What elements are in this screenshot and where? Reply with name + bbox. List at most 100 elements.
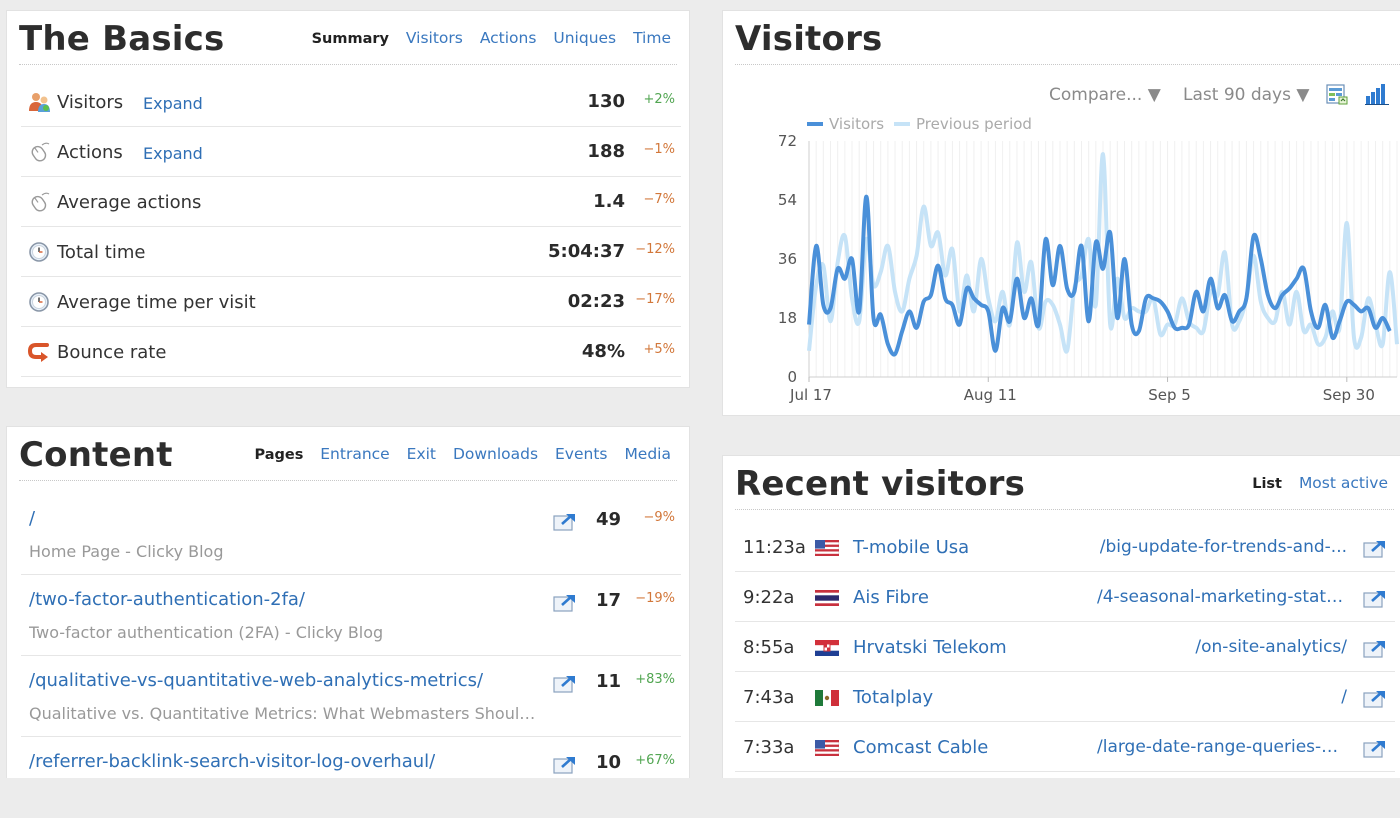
visit-time: 7:33a — [743, 737, 795, 758]
page-path-link[interactable]: / — [29, 508, 36, 529]
clock-icon — [29, 292, 49, 312]
visitor-row: 11:23a T-mobile Usa /big-update-for-tren… — [735, 522, 1395, 572]
page-views-count: 11 — [595, 671, 621, 692]
page-change: −9% — [643, 510, 675, 525]
date-range-dropdown[interactable]: Last 90 days ▼ — [1183, 85, 1310, 105]
visitor-row: 7:43a Totalplay / — [735, 672, 1395, 722]
landing-page-link[interactable]: /4-seasonal-marketing-stats... — [1097, 587, 1347, 607]
tab-events[interactable]: Events — [555, 445, 608, 463]
recent-visitors-panel: Recent visitors List Most active 11:23a … — [722, 455, 1400, 778]
visitors-line-chart: 0 18 36 54 72 Jul 17 Aug 11 Sep 5 Sep 30 Visitors… — [778, 115, 1399, 404]
basics-value: 02:23 — [567, 291, 625, 312]
clock-icon — [29, 242, 49, 262]
basics-label: Total time — [57, 242, 146, 263]
title-divider — [735, 64, 1400, 65]
isp-link[interactable]: Hrvatski Telekom — [853, 637, 1007, 658]
recent-tabs: List Most active — [1240, 474, 1388, 492]
page-path-link[interactable]: /qualitative-vs-quantitative-web-analyti… — [29, 670, 484, 691]
tab-visitors[interactable]: Visitors — [405, 29, 463, 47]
basics-change: −12% — [635, 242, 675, 257]
y-tick-label: 18 — [778, 309, 797, 327]
x-tick-label: Sep 30 — [1323, 386, 1375, 404]
basics-row-total-time: Total time 5:04:37 −12% — [21, 227, 681, 277]
y-tick-label: 54 — [778, 191, 797, 209]
isp-link[interactable]: T-mobile Usa — [853, 537, 970, 558]
external-link-icon[interactable] — [1363, 689, 1387, 709]
landing-page-link[interactable]: /large-date-range-queries-n... — [1097, 737, 1347, 757]
visitor-row: 7:33a Comcast Cable /large-date-range-qu… — [735, 722, 1395, 772]
external-link-icon[interactable] — [1363, 589, 1387, 609]
page-views-count: 49 — [595, 509, 621, 530]
export-icon[interactable] — [1325, 83, 1349, 105]
basics-value: 1.4 — [593, 191, 625, 212]
page-change: +67% — [635, 753, 675, 768]
tab-summary[interactable]: Summary — [311, 31, 389, 47]
page-title-text: Qualitative vs. Quantitative Metrics: Wh… — [29, 704, 539, 723]
tab-list[interactable]: List — [1252, 476, 1282, 492]
basics-label: Bounce rate — [57, 342, 167, 363]
tab-exit[interactable]: Exit — [406, 445, 437, 463]
content-row: /two-factor-authentication-2fa/ Two-fact… — [21, 575, 681, 656]
recent-visitors-title: Recent visitors — [735, 464, 1026, 504]
basics-value: 5:04:37 — [547, 241, 625, 262]
page-path-link[interactable]: /referrer-backlink-search-visitor-log-ov… — [29, 751, 436, 772]
us-flag-icon — [815, 740, 839, 756]
bar-chart-icon[interactable] — [1365, 83, 1389, 105]
basics-change: −7% — [643, 192, 675, 207]
title-divider — [19, 480, 677, 481]
tab-entrance[interactable]: Entrance — [320, 445, 390, 463]
landing-page-link[interactable]: /on-site-analytics/ — [1195, 637, 1347, 657]
expand-visitors-link[interactable]: Expand — [143, 94, 203, 113]
external-link-icon[interactable] — [553, 593, 577, 613]
tab-actions[interactable]: Actions — [479, 29, 537, 47]
external-link-icon[interactable] — [553, 755, 577, 775]
visitors-title: Visitors — [735, 19, 883, 59]
y-tick-label: 0 — [787, 368, 797, 386]
visit-time: 8:55a — [743, 637, 795, 658]
visitor-row: 8:55a Hrvatski Telekom /on-site-analytic… — [735, 622, 1395, 672]
external-link-icon[interactable] — [1363, 739, 1387, 759]
tab-uniques[interactable]: Uniques — [553, 29, 617, 47]
visitors-icon — [29, 93, 50, 112]
basics-label: Visitors — [57, 92, 124, 113]
external-link-icon[interactable] — [553, 512, 577, 532]
external-link-icon[interactable] — [1363, 639, 1387, 659]
page-views-count: 17 — [595, 590, 621, 611]
compare-dropdown[interactable]: Compare... ▼ — [1049, 85, 1161, 105]
visitor-row: 9:22a Ais Fibre /4-seasonal-marketing-st… — [735, 572, 1395, 622]
basics-row-visitors: Visitors Expand 130 +2% — [21, 77, 681, 127]
page-change: +83% — [635, 672, 675, 687]
y-tick-label: 72 — [778, 132, 797, 150]
basics-tabs: Summary Visitors Actions Uniques Time — [300, 29, 671, 47]
external-link-icon[interactable] — [1363, 539, 1387, 559]
landing-page-link[interactable]: / — [1341, 687, 1347, 707]
tab-most-active[interactable]: Most active — [1298, 474, 1388, 492]
tab-time[interactable]: Time — [633, 29, 671, 47]
page-title-text: Home Page - Clicky Blog — [29, 542, 224, 561]
mouse-icon — [31, 142, 50, 162]
series-line-previous-period — [807, 152, 1399, 354]
basics-row-average-actions: Average actions 1.4 −7% — [21, 177, 681, 227]
landing-page-link[interactable]: /big-update-for-trends-and-... — [1099, 537, 1347, 557]
x-tick-label: Jul 17 — [789, 386, 832, 404]
legend-label-visitors: Visitors — [829, 115, 884, 133]
content-row: / Home Page - Clicky Blog 49 −9% — [21, 494, 681, 575]
external-link-icon[interactable] — [553, 674, 577, 694]
basics-label: Average time per visit — [57, 292, 256, 313]
tab-media[interactable]: Media — [624, 445, 671, 463]
tab-pages[interactable]: Pages — [254, 447, 304, 463]
tab-downloads[interactable]: Downloads — [452, 445, 539, 463]
expand-actions-link[interactable]: Expand — [143, 144, 203, 163]
content-panel: Content Pages Entrance Exit Downloads Ev… — [6, 426, 690, 778]
basics-panel: The Basics Summary Visitors Actions Uniq… — [6, 10, 690, 388]
isp-link[interactable]: Totalplay — [853, 687, 934, 708]
bounce-arrow-icon — [27, 343, 49, 362]
visit-time: 11:23a — [743, 537, 806, 558]
isp-link[interactable]: Comcast Cable — [853, 737, 989, 758]
basics-change: +2% — [643, 92, 675, 107]
basics-row-average-time: Average time per visit 02:23 −17% — [21, 277, 681, 327]
basics-change: +5% — [643, 342, 675, 357]
page-path-link[interactable]: /two-factor-authentication-2fa/ — [29, 589, 305, 610]
content-title: Content — [19, 435, 173, 475]
isp-link[interactable]: Ais Fibre — [853, 587, 929, 608]
